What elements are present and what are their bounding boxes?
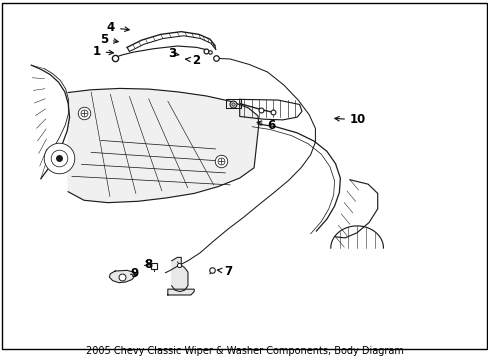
Text: 6: 6 xyxy=(257,118,275,131)
Polygon shape xyxy=(68,89,258,203)
Polygon shape xyxy=(171,257,187,292)
Polygon shape xyxy=(109,270,135,283)
Text: 2005 Chevy Classic Wiper & Washer Components, Body Diagram: 2005 Chevy Classic Wiper & Washer Compon… xyxy=(85,346,403,356)
Text: 1: 1 xyxy=(92,45,113,58)
Text: 3: 3 xyxy=(167,48,179,60)
Text: 4: 4 xyxy=(107,21,129,34)
Text: 9: 9 xyxy=(130,267,139,280)
Polygon shape xyxy=(167,289,194,295)
Text: 5: 5 xyxy=(100,33,118,46)
Text: 2: 2 xyxy=(185,54,200,67)
Text: 10: 10 xyxy=(334,113,366,126)
Text: 8: 8 xyxy=(143,258,152,271)
Text: 7: 7 xyxy=(217,265,232,278)
